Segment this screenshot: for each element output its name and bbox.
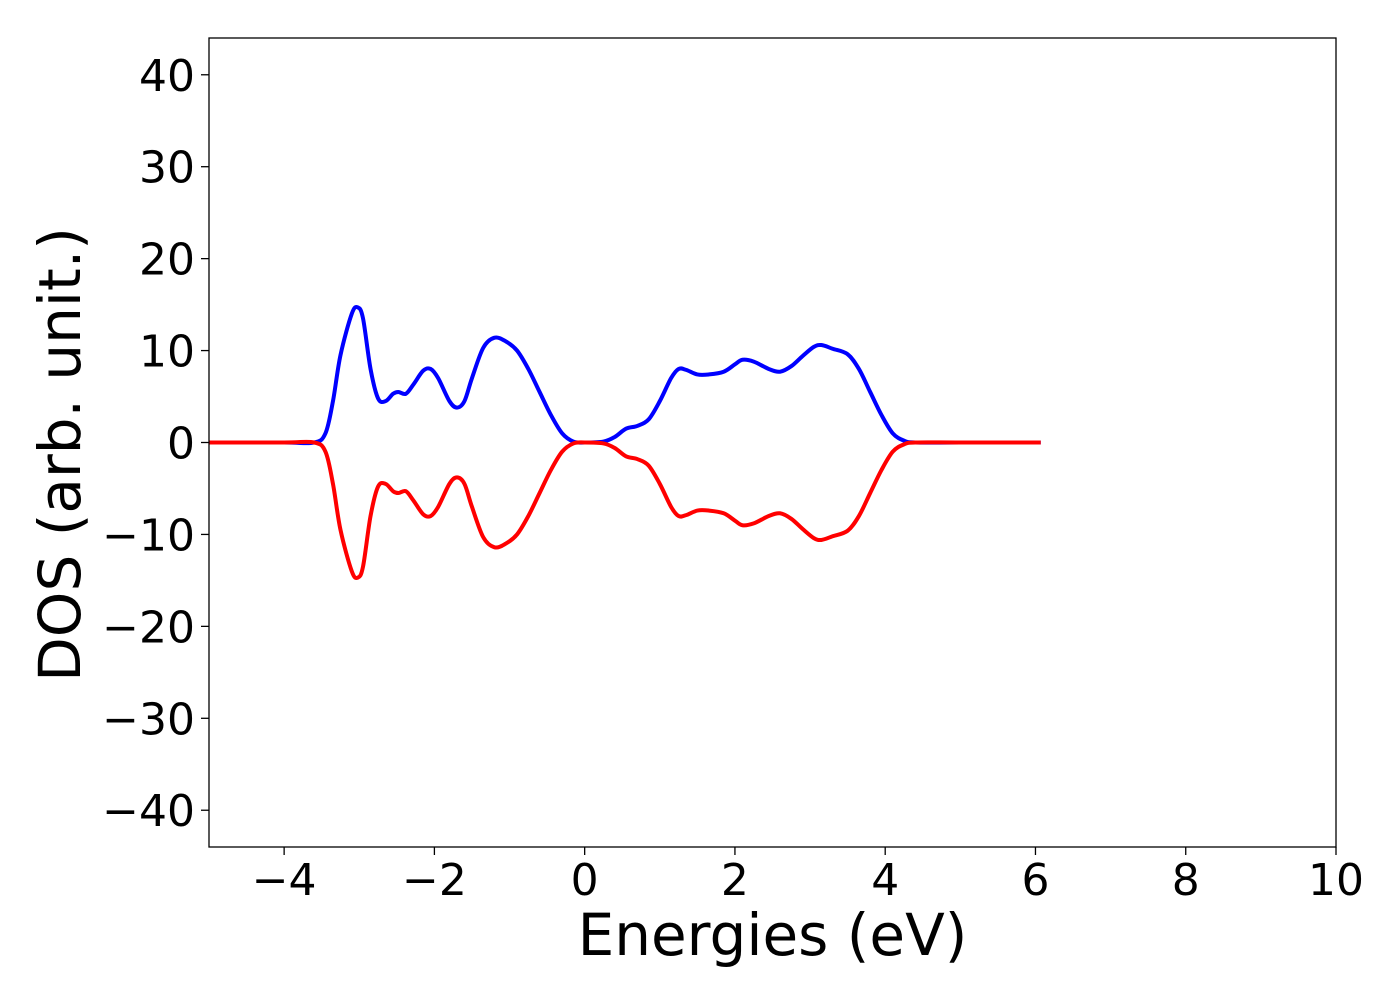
x-tick-label: 0 [571,855,599,906]
x-tick-label: 4 [871,855,899,906]
y-tick-label: −20 [102,602,195,653]
y-tick-label: −30 [102,694,195,745]
x-tick-label: 10 [1308,855,1364,906]
y-tick-label: 20 [139,235,195,286]
y-axis-title: DOS (arb. unit.) [26,227,94,682]
y-tick-label: 40 [139,51,195,102]
y-tick-label: 30 [139,143,195,194]
x-tick-label: −2 [402,855,467,906]
x-tick-label: 8 [1172,855,1200,906]
y-tick-label: 10 [139,327,195,378]
y-tick-label: −40 [102,786,195,837]
x-tick-label: 2 [721,855,749,906]
x-tick-label: −4 [252,855,317,906]
y-tick-label: 0 [167,419,195,470]
series-line-negative [208,439,1041,581]
x-axis-title: Energies (eV) [578,901,968,969]
y-axis-ticks: −40 −30 −20 −10 0 10 20 30 40 [102,51,209,837]
y-tick-label: −10 [102,510,195,561]
series-layer [208,304,1041,581]
x-axis-ticks: −4 −2 0 2 4 6 8 10 [252,847,1364,906]
x-tick-label: 6 [1021,855,1049,906]
